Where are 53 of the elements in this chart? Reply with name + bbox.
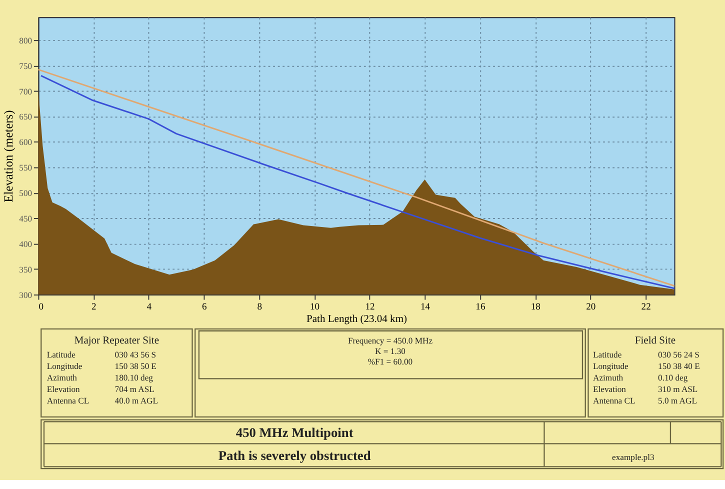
- y-tick-label: 600: [19, 137, 32, 148]
- text: 180.10 deg: [114, 372, 154, 383]
- text: Latitude: [593, 350, 622, 360]
- text: 40.0 m AGL: [114, 396, 158, 406]
- y-tick-label: 450: [19, 214, 32, 224]
- text: K = 1.30: [375, 346, 406, 356]
- x-axis-title: Path Length (23.04 km): [306, 314, 408, 325]
- text: Longitude: [593, 361, 629, 372]
- text: Azimuth: [593, 372, 624, 383]
- x-tick-label: 6: [202, 301, 207, 312]
- y-tick-label: 650: [19, 112, 32, 122]
- text: 5.0 m AGL: [658, 396, 697, 406]
- x-tick-label: 0: [38, 301, 44, 312]
- x-tick-label: 4: [146, 301, 152, 312]
- text: Azimuth: [46, 372, 78, 383]
- y-tick-label: 500: [19, 188, 32, 198]
- text: Elevation: [46, 384, 80, 394]
- x-tick-label: 10: [310, 301, 320, 312]
- text: 150 38 50 E: [114, 361, 157, 372]
- text: 0.10 deg: [658, 372, 688, 383]
- text: Major Repeater Site: [74, 335, 160, 346]
- text: 310 m ASL: [658, 384, 698, 394]
- x-tick-label: 20: [586, 301, 596, 312]
- y-tick-label: 700: [19, 86, 32, 96]
- y-tick-label: 350: [19, 264, 32, 274]
- x-tick-label: 18: [530, 301, 541, 312]
- x-tick-label: 14: [420, 301, 430, 312]
- x-tick-label: 16: [476, 301, 486, 312]
- text: %F1 = 60.00: [368, 356, 413, 366]
- y-tick-label: 800: [19, 35, 32, 46]
- y-axis-title: Elevation (meters): [1, 110, 16, 202]
- text: Antenna CL: [593, 396, 636, 406]
- text: 030 56 24 S: [658, 350, 700, 360]
- y-tick-label: 550: [19, 162, 32, 173]
- text: Longitude: [46, 361, 82, 372]
- text: 704 m ASL: [114, 384, 154, 394]
- x-tick-label: 12: [365, 301, 376, 312]
- y-tick-label: 300: [19, 290, 32, 300]
- text: Elevation: [593, 384, 627, 394]
- x-tick-label: 22: [641, 301, 652, 312]
- text: 450 MHz Multipoint: [236, 425, 354, 440]
- text: Frequency = 450.0 MHz: [348, 335, 433, 346]
- text: 030 43 56 S: [114, 350, 156, 360]
- y-tick-label: 400: [19, 238, 32, 249]
- text: Antenna CL: [46, 396, 90, 406]
- x-tick-label: 8: [257, 301, 262, 312]
- x-tick-label: 2: [92, 301, 97, 312]
- text: Latitude: [46, 350, 76, 360]
- text: 150 38 40 E: [658, 361, 700, 372]
- y-tick-label: 750: [19, 60, 32, 71]
- text: Field Site: [634, 335, 676, 346]
- text: example.pl3: [612, 452, 654, 462]
- text: Path is severely obstructed: [218, 448, 372, 463]
